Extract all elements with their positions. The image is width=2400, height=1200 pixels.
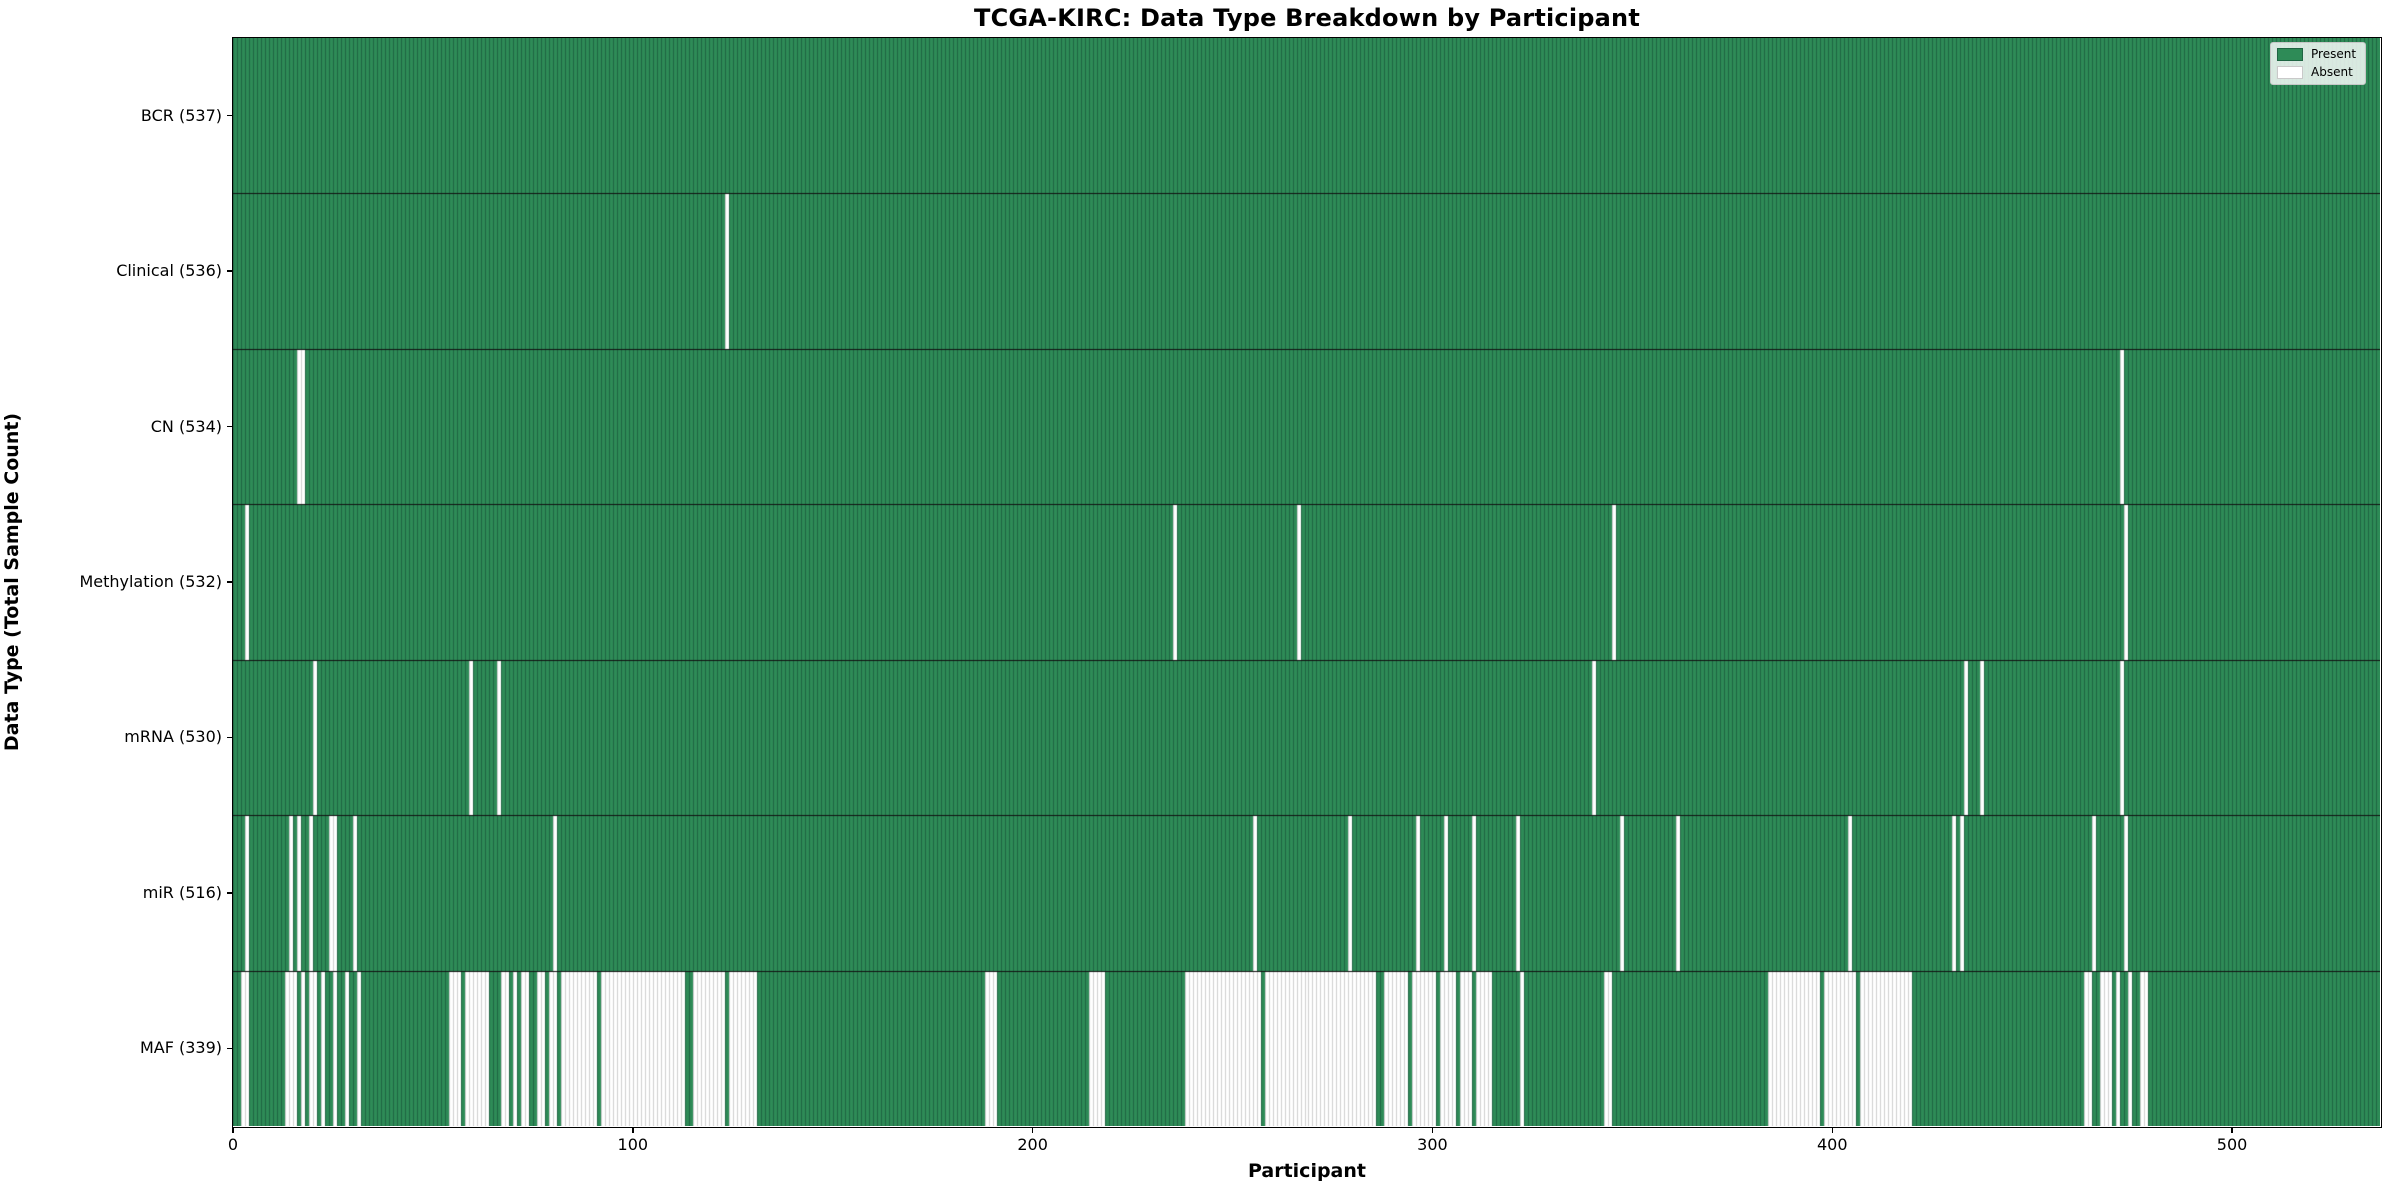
x-tick-mark (1831, 1127, 1833, 1133)
x-tick-label: 200 (1017, 1135, 1048, 1154)
legend-label: Absent (2311, 65, 2353, 79)
y-tick-mark (227, 1047, 232, 1050)
x-tick-mark (1431, 1127, 1434, 1133)
plot-area (232, 37, 2382, 1128)
x-tick-label: 400 (1816, 1135, 1848, 1154)
x-tick-mark (2231, 1127, 2233, 1133)
x-tick-mark (1031, 1127, 1034, 1133)
y-tick-mark (227, 425, 232, 428)
heatmap-plot (233, 38, 2380, 1126)
legend-item: Absent (2277, 66, 2356, 79)
y-tick-label: Methylation (532) (79, 572, 222, 591)
x-tick-label: 100 (617, 1135, 649, 1154)
y-tick-label: MAF (339) (139, 1038, 222, 1058)
y-tick-mark (227, 892, 232, 894)
y-tick-label: BCR (537) (140, 105, 222, 125)
y-tick-label: Clinical (536) (116, 261, 222, 281)
y-tick-mark (227, 736, 232, 739)
chart-title: TCGA-KIRC: Data Type Breakdown by Partic… (974, 4, 1640, 32)
legend: Present Absent (2270, 42, 2367, 85)
y-tick-label: mRNA (530) (124, 727, 222, 747)
legend-swatch-icon (2277, 66, 2303, 79)
y-tick-label: miR (516) (142, 882, 222, 902)
legend-item: Present (2277, 48, 2356, 61)
x-tick-mark (632, 1127, 634, 1133)
x-axis-label: Participant (1247, 1160, 1366, 1182)
legend-label: Present (2311, 47, 2357, 61)
x-tick-label: 0 (227, 1135, 239, 1154)
y-tick-mark (227, 270, 232, 272)
y-tick-label: CN (534) (150, 416, 222, 436)
y-tick-mark (227, 581, 232, 583)
y-tick-mark (227, 114, 232, 117)
x-tick-label: 300 (1417, 1135, 1448, 1154)
legend-swatch-icon (2277, 48, 2303, 61)
x-tick-mark (232, 1127, 234, 1133)
x-tick-label: 500 (2216, 1135, 2248, 1154)
